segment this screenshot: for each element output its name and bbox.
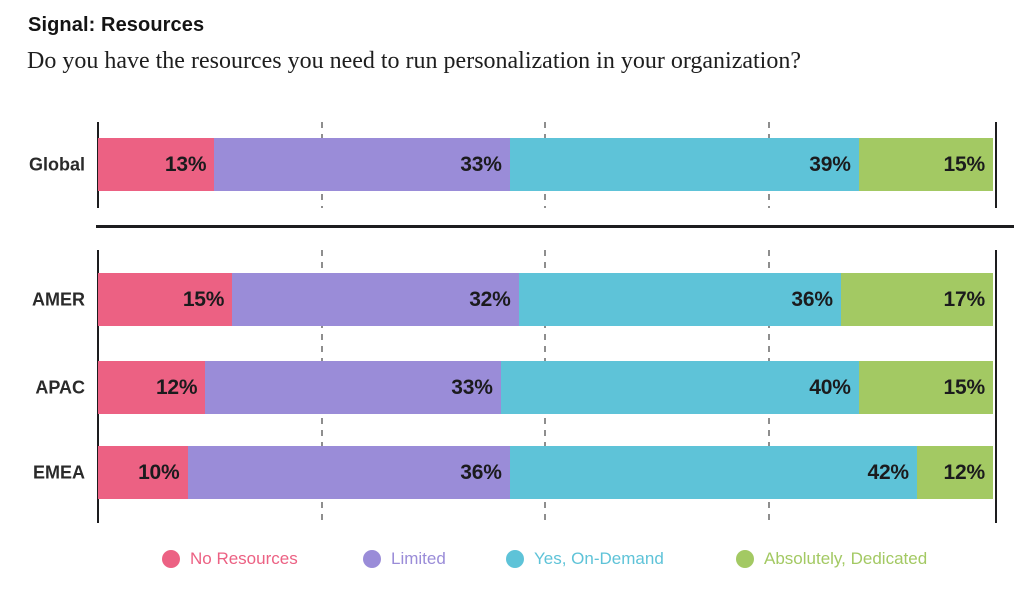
value-label: 42% xyxy=(867,460,909,484)
legend-dot-icon xyxy=(162,550,180,568)
value-label: 15% xyxy=(943,375,986,399)
legend-dot-icon xyxy=(363,550,381,568)
value-label: 39% xyxy=(809,152,851,176)
value-label: 40% xyxy=(809,375,851,399)
legend-label: No Resources xyxy=(190,549,298,568)
value-label: 10% xyxy=(138,460,180,484)
axis-line-right xyxy=(995,122,997,208)
segment-no-resources: 10% xyxy=(98,446,188,499)
segment-limited: 36% xyxy=(187,446,510,499)
chart-group-global: Global 13% 33% 39% 15% xyxy=(29,122,997,208)
segment-limited: 33% xyxy=(214,138,510,191)
segment-yes-on-demand: 36% xyxy=(518,273,841,326)
bar-row-global: Global 13% 33% 39% 15% xyxy=(29,138,993,191)
chart-kicker-title: Signal: Resources xyxy=(28,14,205,36)
axis-line-right xyxy=(995,250,997,523)
segment-absolutely-dedicated: 15% xyxy=(858,138,993,191)
chart-legend: No Resources Limited Yes, On-Demand Absolut… xyxy=(0,549,1024,569)
bar-row-apac: APAC 12% 33% 40% 15% xyxy=(35,361,993,414)
segment-yes-on-demand: 42% xyxy=(509,446,917,499)
row-label-apac: APAC xyxy=(35,377,85,397)
value-label: 15% xyxy=(943,152,986,176)
segment-no-resources: 15% xyxy=(98,273,233,326)
value-label: 33% xyxy=(460,152,502,176)
value-label: 15% xyxy=(182,287,225,311)
value-label: 36% xyxy=(791,287,833,311)
value-label: 12% xyxy=(155,375,198,399)
bar-row-emea: EMEA 10% 36% 42% 12% xyxy=(33,446,993,499)
legend-label: Absolutely, Dedicated xyxy=(764,549,928,568)
stacked-bar-amer: 15% 32% 36% 17% xyxy=(98,273,993,326)
legend-item-no-resources: No Resources xyxy=(162,549,298,569)
segment-absolutely-dedicated: 12% xyxy=(916,446,993,499)
value-label: 36% xyxy=(460,460,502,484)
chart-question-subtitle: Do you have the resources you need to ru… xyxy=(27,48,801,74)
legend-label: Limited xyxy=(391,549,446,568)
row-label-amer: AMER xyxy=(32,289,85,309)
bar-row-amer: AMER 15% 32% 36% 17% xyxy=(32,273,993,326)
stacked-bar-global: 13% 33% 39% 15% xyxy=(98,138,993,191)
segment-limited: 32% xyxy=(232,273,519,326)
stacked-bar-apac: 12% 33% 40% 15% xyxy=(98,361,993,414)
legend-item-absolutely-dedicated: Absolutely, Dedicated xyxy=(736,549,927,569)
legend-item-yes-on-demand: Yes, On-Demand xyxy=(506,549,664,569)
legend-dot-icon xyxy=(736,550,754,568)
legend-label: Yes, On-Demand xyxy=(534,549,664,568)
value-label: 33% xyxy=(451,375,493,399)
stacked-bar-emea: 10% 36% 42% 12% xyxy=(98,446,993,499)
legend-dot-icon xyxy=(506,550,524,568)
row-label-global: Global xyxy=(28,154,85,174)
chart-group-regions: AMER 15% 32% 36% 17% APAC 12% 33% 40% 15% EMEA 10% 3… xyxy=(32,250,997,523)
legend-item-limited: Limited xyxy=(363,549,446,569)
row-label-emea: EMEA xyxy=(32,462,85,482)
value-label: 13% xyxy=(164,152,207,176)
segment-yes-on-demand: 40% xyxy=(500,361,859,414)
segment-no-resources: 12% xyxy=(98,361,206,414)
segment-absolutely-dedicated: 17% xyxy=(840,273,993,326)
group-separator-line xyxy=(96,225,1014,228)
value-label: 32% xyxy=(469,287,511,311)
segment-no-resources: 13% xyxy=(98,138,215,191)
value-label: 17% xyxy=(943,287,986,311)
value-label: 12% xyxy=(943,460,986,484)
segment-absolutely-dedicated: 15% xyxy=(858,361,993,414)
segment-yes-on-demand: 39% xyxy=(509,138,859,191)
segment-limited: 33% xyxy=(205,361,501,414)
